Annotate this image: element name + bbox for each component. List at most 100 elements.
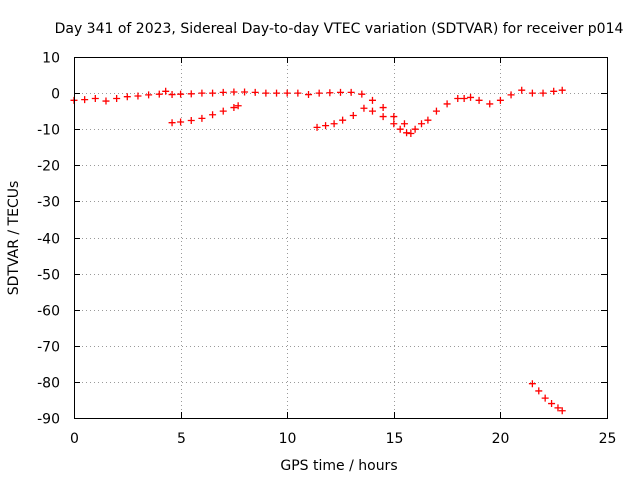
data-point [81,96,89,104]
data-point [177,118,185,126]
data-point [358,90,366,98]
data-point [330,120,338,128]
data-point [558,407,566,415]
data-point [234,102,242,110]
y-tick-label: -50 [37,268,60,284]
data-point [134,92,142,100]
data-point [528,89,536,97]
data-series [528,380,566,415]
data-point [113,95,121,103]
data-point [241,88,249,96]
data-point [283,89,291,97]
data-point [379,104,387,112]
data-point [294,89,302,97]
y-tick-label: -70 [37,340,60,356]
data-point [454,95,462,103]
y-tick-label: -40 [37,232,60,248]
data-point [337,88,344,96]
data-point [349,111,357,119]
data-point [550,87,558,95]
data-point [403,129,411,137]
grid-lines [74,57,607,418]
axis-ticks: 0 5 10 15 20 25 10 0 -10 -20 -30 -40 -50 -60 -70 -80 -90 [37,51,616,448]
data-point [251,88,259,96]
data-point [539,89,547,97]
data-points [70,86,566,415]
data-point [554,404,562,412]
data-point [219,107,227,115]
data-point [305,91,313,99]
data-series [360,104,415,138]
data-point [168,119,176,127]
data-point [177,90,185,98]
data-point [460,95,468,103]
x-axis-title: GPS time / hours [280,458,397,474]
data-point [347,88,355,96]
data-point [443,100,451,108]
data-point [315,89,323,97]
data-point [230,104,238,112]
data-point [400,120,408,128]
data-series [168,102,242,127]
data-point [486,100,494,108]
data-point [390,113,398,121]
data-point [411,125,419,133]
data-point [187,90,195,98]
data-point [262,89,270,97]
data-point [209,89,217,97]
data-point [326,89,334,97]
data-point [230,88,238,96]
y-tick-label: 0 [51,87,60,103]
data-point [541,394,549,402]
data-point [548,400,556,408]
x-tick-label: 20 [492,431,510,447]
data-point [368,96,376,104]
y-axis-title: SDTVAR / TECUs [6,181,22,296]
data-point [209,111,217,119]
data-point [273,89,281,97]
data-point [198,114,206,122]
data-point [424,116,432,124]
y-tick-label: -10 [37,123,60,139]
data-series [70,86,566,133]
chart-title: Day 341 of 2023, Sidereal Day-to-day VTE… [55,21,624,37]
data-point [360,104,368,112]
data-point [368,107,376,115]
y-tick-label: 10 [42,51,60,67]
data-point [339,116,347,124]
y-tick-label: -20 [37,159,60,175]
x-tick-label: 25 [599,431,617,447]
data-point [418,120,426,128]
data-point [155,90,163,98]
data-point [198,89,206,97]
data-point [475,96,483,104]
x-tick-label: 5 [177,431,186,447]
data-series [313,111,357,131]
y-tick-label: -60 [37,304,60,320]
data-point [145,91,153,99]
data-point [123,93,131,101]
y-tick-label: -80 [37,376,60,392]
data-point [168,91,176,99]
data-point [313,123,321,131]
data-point [507,91,515,99]
data-point [396,125,404,133]
data-point [322,122,330,130]
data-point [91,95,99,103]
data-point [467,93,475,101]
data-point [496,96,504,104]
y-tick-label: -90 [37,412,60,428]
y-tick-label: -30 [37,195,60,211]
data-point [162,87,170,95]
data-point [535,387,543,395]
data-point [219,88,227,96]
plot-frame [74,57,608,419]
data-point [407,130,415,138]
data-point [432,107,440,115]
data-point [518,86,526,94]
data-point [379,113,387,121]
x-tick-label: 15 [386,431,404,447]
x-tick-label: 0 [70,431,79,447]
data-point [390,120,398,128]
